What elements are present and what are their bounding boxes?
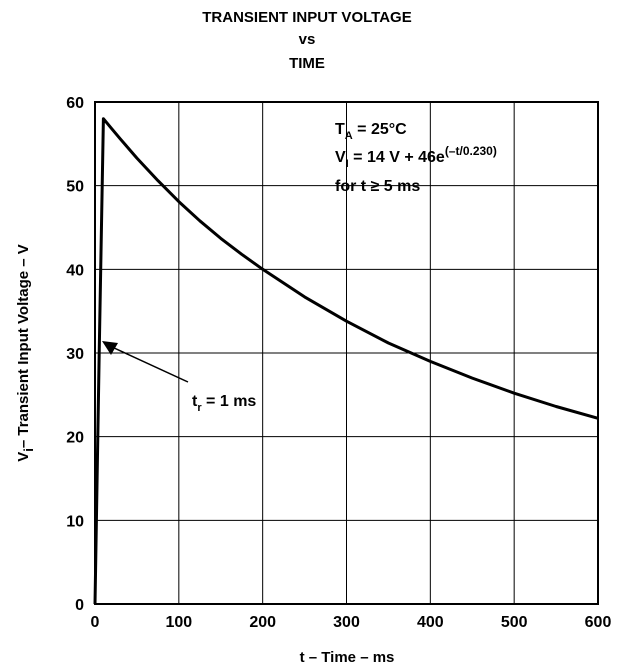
chart-title-line-1: TRANSIENT INPUT VOLTAGE bbox=[202, 9, 411, 26]
x-tick-label-100: 100 bbox=[165, 614, 192, 631]
x-tick-label-0: 0 bbox=[91, 614, 100, 631]
y-tick-label-50: 50 bbox=[66, 179, 84, 196]
annotation-vi: VI = 14 V + 46e(–t/0.230) bbox=[335, 144, 497, 170]
y-tick-labels: 0 10 20 30 40 50 60 bbox=[66, 95, 84, 614]
x-tick-labels: 0 100 200 300 400 500 600 bbox=[91, 614, 612, 631]
x-tick-label-200: 200 bbox=[249, 614, 276, 631]
plot-frame bbox=[94, 101, 599, 605]
annotation-tr-arrow-line bbox=[111, 346, 189, 383]
y-tick-label-40: 40 bbox=[66, 262, 84, 279]
x-tick-label-400: 400 bbox=[417, 614, 444, 631]
chart-title-line-2: vs bbox=[299, 31, 316, 48]
annotation-tr: tr = 1 ms bbox=[192, 393, 256, 414]
x-axis-label: t – Time – ms bbox=[300, 649, 395, 666]
y-tick-label-20: 20 bbox=[66, 430, 84, 447]
annotation-condition: for t ≥ 5 ms bbox=[335, 178, 420, 195]
x-tick-label-500: 500 bbox=[501, 614, 528, 631]
y-tick-label-0: 0 bbox=[75, 597, 84, 614]
y-tick-label-30: 30 bbox=[66, 346, 84, 363]
series-line-voltage bbox=[93, 117, 599, 605]
x-tick-label-600: 600 bbox=[585, 614, 612, 631]
y-axis-label: Vi– Transient Input Voltage – V bbox=[15, 244, 36, 462]
y-tick-label-60: 60 bbox=[66, 95, 84, 112]
y-tick-label-10: 10 bbox=[66, 513, 84, 530]
x-tick-label-300: 300 bbox=[333, 614, 360, 631]
chart-title-line-3: TIME bbox=[289, 55, 325, 72]
annotation-tr-arrowhead bbox=[102, 341, 118, 355]
annotation-ta: TA = 25°C bbox=[335, 121, 407, 142]
